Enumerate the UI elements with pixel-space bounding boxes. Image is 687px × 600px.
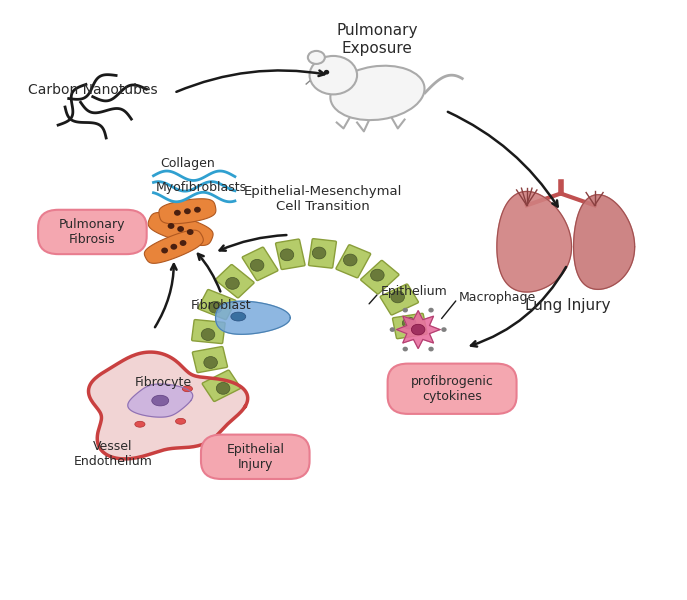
Ellipse shape	[135, 421, 145, 427]
FancyBboxPatch shape	[202, 370, 240, 401]
FancyBboxPatch shape	[392, 313, 427, 338]
Polygon shape	[497, 191, 572, 292]
Circle shape	[168, 223, 174, 229]
Circle shape	[177, 226, 184, 232]
FancyBboxPatch shape	[387, 364, 517, 414]
Circle shape	[174, 210, 181, 216]
FancyBboxPatch shape	[336, 245, 371, 278]
Polygon shape	[128, 384, 193, 417]
Ellipse shape	[152, 395, 169, 406]
Ellipse shape	[412, 324, 425, 335]
Circle shape	[201, 329, 215, 340]
Text: Carbon Nanotubes: Carbon Nanotubes	[27, 83, 157, 97]
Ellipse shape	[182, 386, 192, 392]
Circle shape	[204, 356, 217, 368]
FancyBboxPatch shape	[198, 290, 236, 320]
Text: Macrophage: Macrophage	[459, 290, 536, 304]
FancyBboxPatch shape	[201, 434, 310, 479]
Text: Vessel
Endothelium: Vessel Endothelium	[74, 440, 153, 468]
Polygon shape	[216, 301, 290, 334]
Text: Fibroblast: Fibroblast	[191, 299, 251, 313]
FancyBboxPatch shape	[275, 239, 305, 269]
Circle shape	[428, 308, 433, 313]
Ellipse shape	[308, 51, 325, 64]
FancyBboxPatch shape	[192, 320, 225, 344]
FancyBboxPatch shape	[216, 265, 254, 298]
Ellipse shape	[176, 418, 185, 424]
Polygon shape	[159, 199, 216, 224]
Text: Epithelial
Injury: Epithelial Injury	[226, 443, 284, 471]
FancyBboxPatch shape	[38, 210, 147, 254]
Ellipse shape	[231, 312, 246, 321]
Text: Collagen: Collagen	[160, 157, 215, 170]
Circle shape	[403, 317, 416, 329]
FancyBboxPatch shape	[308, 239, 337, 268]
Circle shape	[226, 277, 239, 289]
Circle shape	[390, 327, 395, 332]
Circle shape	[216, 382, 230, 394]
Circle shape	[370, 269, 384, 281]
Text: Pulmonary
Fibrosis: Pulmonary Fibrosis	[59, 218, 126, 246]
Circle shape	[403, 308, 408, 313]
Polygon shape	[574, 194, 635, 289]
FancyBboxPatch shape	[243, 247, 278, 281]
Polygon shape	[89, 352, 248, 459]
Polygon shape	[144, 230, 203, 263]
Circle shape	[403, 347, 408, 352]
Text: Pulmonary
Exposure: Pulmonary Exposure	[337, 23, 418, 56]
Text: Fibrocyte: Fibrocyte	[135, 376, 192, 389]
Circle shape	[209, 301, 223, 313]
Circle shape	[180, 240, 186, 246]
Text: Epithelial-Mesenchymal
Cell Transition: Epithelial-Mesenchymal Cell Transition	[244, 185, 403, 214]
Circle shape	[170, 244, 177, 250]
Circle shape	[280, 249, 294, 261]
FancyBboxPatch shape	[380, 284, 418, 315]
Polygon shape	[396, 311, 440, 349]
Text: Myofibroblasts: Myofibroblasts	[155, 181, 247, 194]
Ellipse shape	[310, 56, 357, 94]
FancyBboxPatch shape	[361, 260, 399, 294]
Circle shape	[441, 327, 447, 332]
Circle shape	[324, 70, 329, 74]
Circle shape	[428, 347, 433, 352]
Circle shape	[187, 229, 194, 235]
Circle shape	[391, 291, 405, 303]
Ellipse shape	[330, 66, 425, 120]
Circle shape	[250, 259, 264, 271]
Polygon shape	[148, 212, 213, 245]
Circle shape	[161, 248, 168, 253]
FancyBboxPatch shape	[192, 347, 227, 373]
Circle shape	[313, 247, 326, 259]
Text: Lung Injury: Lung Injury	[525, 298, 610, 313]
Circle shape	[344, 254, 357, 266]
Circle shape	[184, 208, 191, 214]
Text: Epithelium: Epithelium	[381, 284, 447, 298]
Text: profibrogenic
cytokines: profibrogenic cytokines	[411, 375, 493, 403]
Circle shape	[194, 207, 201, 212]
